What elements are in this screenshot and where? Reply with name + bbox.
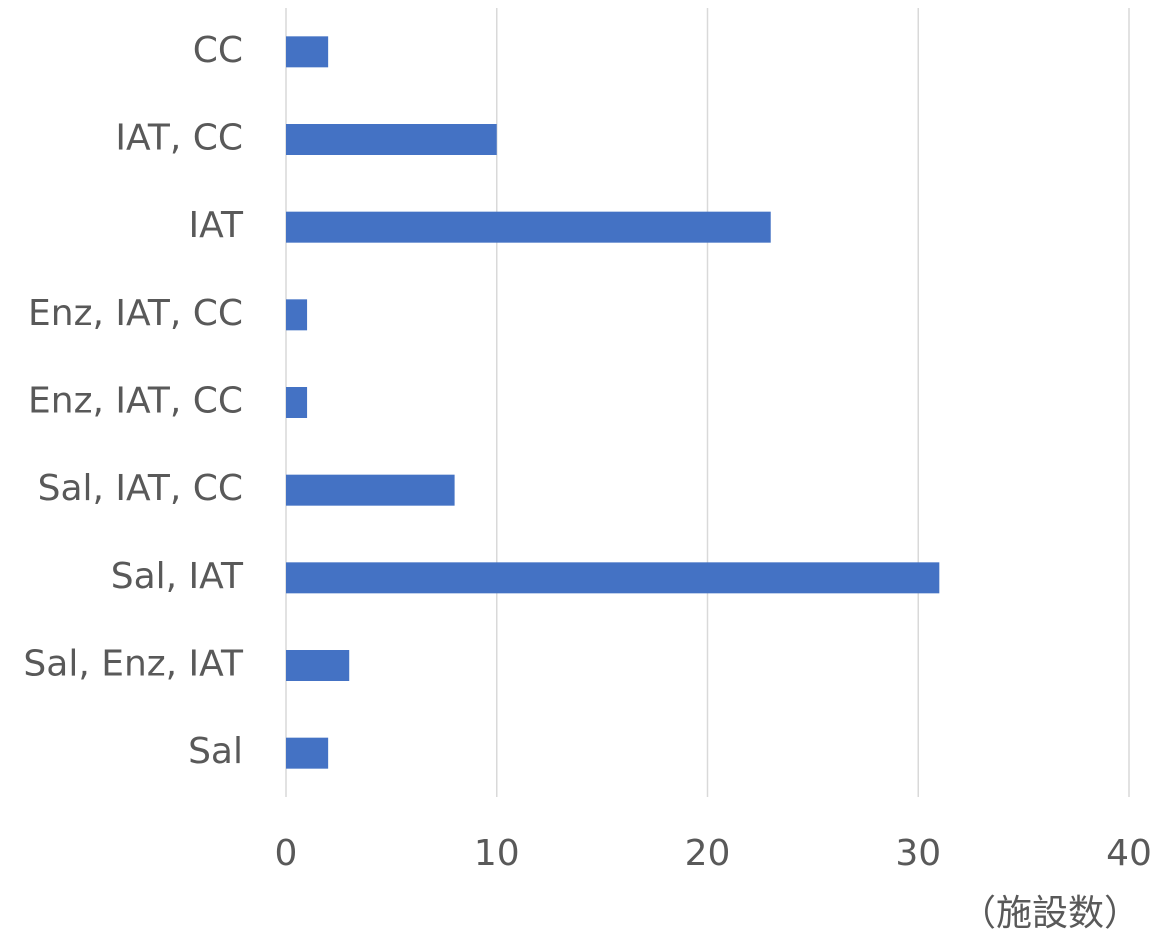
x-tick-label: 20 bbox=[685, 833, 731, 874]
x-tick-label: 30 bbox=[895, 833, 941, 874]
y-tick-label: Enz, IAT, CC bbox=[28, 293, 243, 334]
bar bbox=[286, 36, 329, 68]
bar bbox=[286, 124, 497, 155]
x-tick-label: 40 bbox=[1106, 833, 1152, 874]
bar bbox=[286, 562, 940, 594]
x-axis-label: （施設数） bbox=[960, 893, 1140, 934]
bar bbox=[286, 299, 308, 331]
bar bbox=[286, 211, 771, 243]
y-tick-label: Enz, IAT, CC bbox=[28, 381, 243, 422]
x-tick-label: 10 bbox=[474, 833, 520, 874]
x-tick-label: 0 bbox=[275, 833, 298, 874]
y-tick-label: Sal, IAT bbox=[111, 556, 244, 597]
y-tick-label: Sal, IAT, CC bbox=[38, 468, 243, 509]
bar bbox=[286, 474, 455, 506]
y-tick-label: Sal bbox=[188, 731, 243, 772]
bar bbox=[286, 650, 350, 681]
y-tick-label: IAT, CC bbox=[115, 118, 243, 159]
bar bbox=[286, 387, 308, 418]
bar bbox=[286, 737, 329, 769]
y-tick-label: IAT bbox=[189, 205, 244, 246]
y-tick-label: Sal, Enz, IAT bbox=[23, 644, 244, 685]
y-tick-label: CC bbox=[193, 30, 243, 71]
